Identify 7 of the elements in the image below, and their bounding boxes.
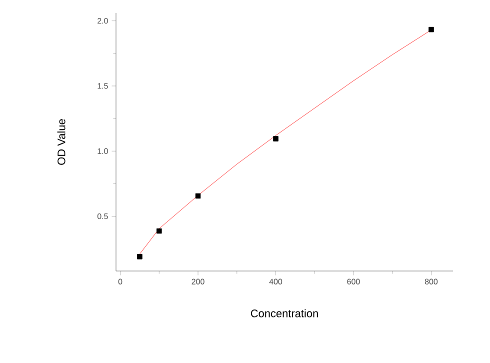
x-axis-title: Concentration [250,309,318,318]
point [195,193,201,199]
point [137,254,142,260]
y-axis-title: OD Value [57,119,66,165]
point [273,136,278,142]
point [156,228,162,234]
point [428,26,434,32]
